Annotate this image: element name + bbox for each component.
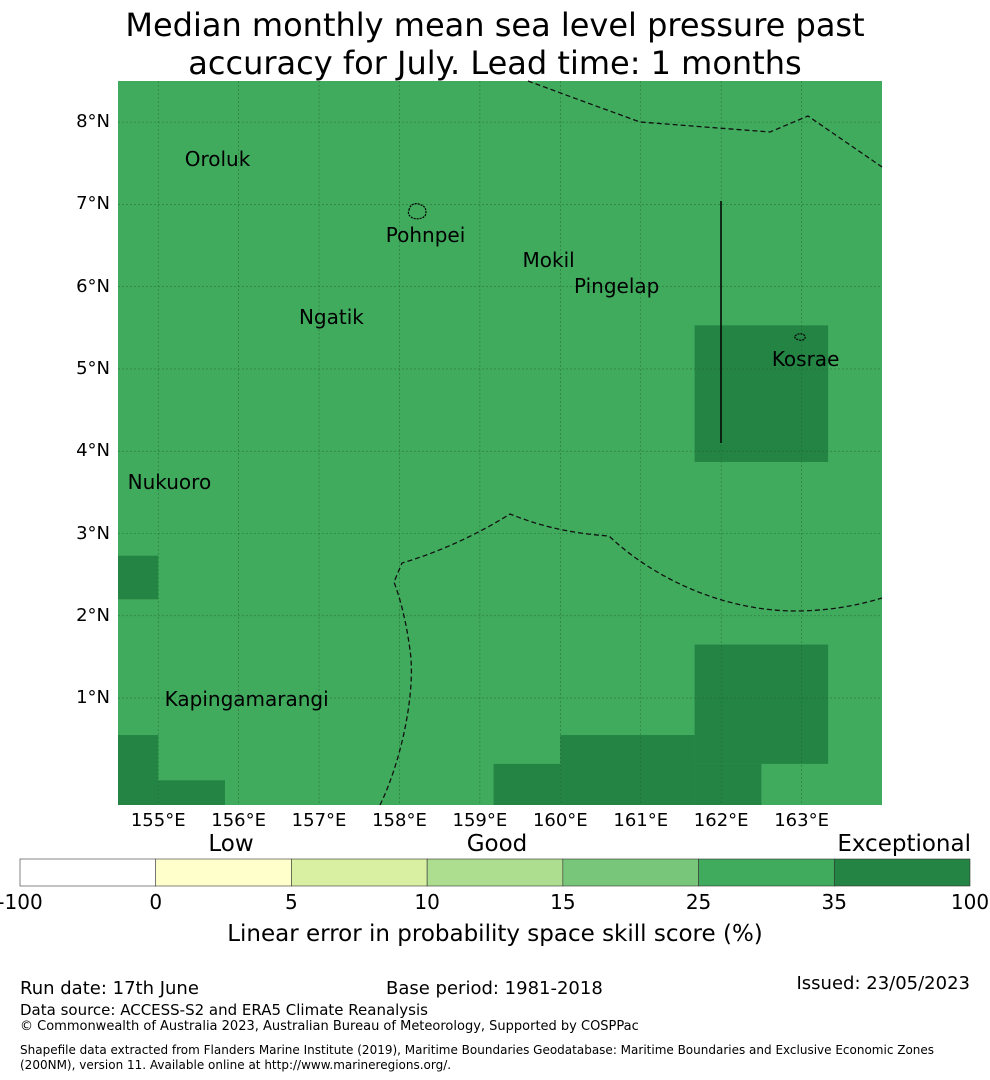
shapefile-credit-line-2: (200NM), version 11. Available online at…	[20, 1058, 452, 1072]
run-date: Run date: 17th June	[20, 978, 199, 999]
longitude-tick-label: 163°E	[774, 810, 829, 831]
colorbar-tick-label: 25	[685, 890, 712, 914]
exceptional-skill-cell	[560, 735, 695, 805]
kosrae-island-outline	[794, 333, 806, 341]
latitude-tick-label: 6°N	[76, 275, 110, 297]
latitude-tick-label: 5°N	[76, 357, 110, 379]
colorbar-tick-label: -100	[0, 890, 43, 914]
shapefile-credit-line-1: Shapefile data extracted from Flanders M…	[20, 1043, 935, 1057]
chart-title-line-2: accuracy for July. Lead time: 1 months	[188, 44, 802, 82]
data-source: Data source: ACCESS-S2 and ERA5 Climate …	[20, 1001, 428, 1019]
colorbar-category-good: Good	[466, 831, 528, 857]
exceptional-skill-cell	[493, 763, 561, 805]
place-label: Mokil	[522, 248, 575, 273]
longitude-tick-label: 158°E	[372, 810, 427, 831]
base-period: Base period: 1981-2018	[386, 978, 603, 999]
longitude-tick-label: 161°E	[613, 810, 669, 831]
eez-boundary-north	[527, 80, 883, 168]
longitude-tick-label: 160°E	[532, 810, 588, 831]
longitude-tick-label: 159°E	[452, 810, 508, 831]
place-label: Kapingamarangi	[164, 686, 329, 711]
exceptional-skill-cell	[694, 325, 829, 462]
latitude-tick-label: 1°N	[76, 687, 110, 709]
latitude-tick-label: 7°N	[76, 193, 110, 215]
colorbar-tick-label: 15	[550, 890, 576, 914]
exceptional-skill-cell	[158, 780, 225, 805]
longitude-tick-label: 155°E	[130, 810, 186, 831]
colorbar-tick-label: 10	[414, 890, 440, 914]
place-label: Pingelap	[573, 273, 660, 298]
exceptional-skill-cell	[118, 555, 159, 600]
longitude-tick-label: 157°E	[291, 810, 347, 831]
colorbar-tick-label: 35	[821, 890, 848, 914]
place-label: Kosrae	[771, 347, 840, 372]
place-label: Pohnpei	[385, 222, 466, 247]
latitude-tick-label: 8°N	[76, 111, 110, 133]
latitude-tick-label: 4°N	[76, 440, 110, 462]
exceptional-skill-cell	[694, 644, 829, 764]
place-label: Oroluk	[184, 147, 251, 172]
pohnpei-island-outline	[407, 203, 427, 220]
chart-title-line-1: Median monthly mean sea level pressure p…	[125, 6, 865, 44]
colorbar-category-low: Low	[208, 831, 254, 857]
latitude-tick-label: 3°N	[76, 522, 110, 544]
longitude-tick-label: 156°E	[211, 810, 266, 831]
longitude-tick-label: 162°E	[693, 810, 749, 831]
exceptional-skill-cell	[118, 735, 159, 805]
colorbar-tick-label: 0	[149, 890, 163, 914]
issued-date: Issued: 23/05/2023	[796, 973, 970, 994]
colorbar-tick-label: 5	[285, 890, 298, 914]
colorbar-label: Linear error in probability space skill …	[227, 921, 763, 947]
exceptional-skill-cell	[694, 763, 762, 805]
colorbar-tick-label: 100	[950, 890, 990, 914]
place-label: Ngatik	[298, 305, 364, 330]
place-label: Nukuoro	[127, 469, 212, 494]
latitude-tick-label: 2°N	[76, 604, 110, 626]
copyright: © Commonwealth of Australia 2023, Austra…	[20, 1019, 639, 1034]
colorbar-category-exceptional: Exceptional	[837, 831, 971, 857]
eez-boundary-south	[379, 513, 883, 806]
